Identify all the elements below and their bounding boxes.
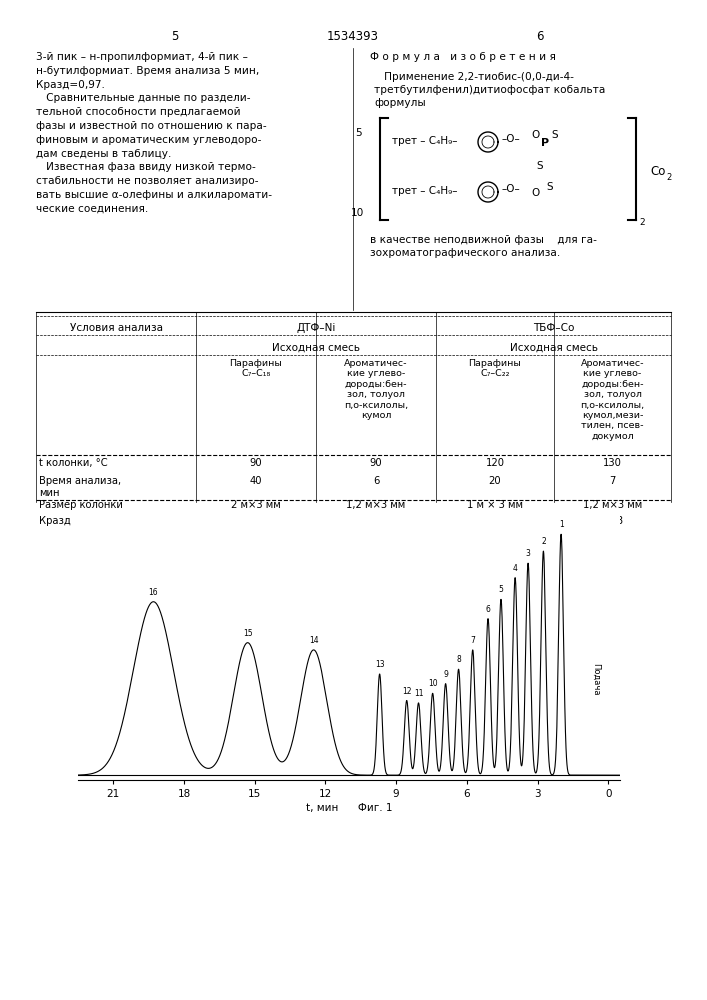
Text: 6: 6: [373, 476, 379, 486]
Text: тельной способности предлагаемой: тельной способности предлагаемой: [36, 107, 240, 117]
Text: 130: 130: [603, 458, 622, 468]
Text: 5: 5: [171, 30, 179, 43]
Text: 0,92: 0,92: [245, 516, 267, 526]
Text: 2: 2: [666, 173, 671, 182]
Text: Исходная смесь: Исходная смесь: [510, 343, 597, 353]
Text: Сравнительные данные по раздели-: Сравнительные данные по раздели-: [36, 93, 250, 103]
Text: 14: 14: [309, 636, 318, 645]
Text: 15: 15: [243, 629, 252, 638]
Text: 9: 9: [443, 670, 448, 679]
Text: дам сведены в таблицу.: дам сведены в таблицу.: [36, 149, 171, 159]
Text: финовым и ароматическим углеводоро-: финовым и ароматическим углеводоро-: [36, 135, 262, 145]
Text: 0,98: 0,98: [602, 516, 624, 526]
Text: 1534393: 1534393: [327, 30, 379, 43]
Text: Условия анализа: Условия анализа: [69, 323, 163, 333]
Text: 7: 7: [470, 636, 475, 645]
Text: третбутилфенил)дитиофосфат кобальта: третбутилфенил)дитиофосфат кобальта: [374, 85, 605, 95]
Text: 1: 1: [559, 520, 563, 529]
Text: 2: 2: [639, 218, 645, 227]
Text: 11: 11: [414, 689, 423, 698]
Text: 6: 6: [486, 605, 491, 614]
Text: 2: 2: [541, 537, 546, 546]
Text: Парафины
С₇–С₂₂: Парафины С₇–С₂₂: [469, 359, 522, 378]
Text: O: O: [531, 188, 539, 198]
Text: 3-й пик – н-пропилформиат, 4-й пик –: 3-й пик – н-пропилформиат, 4-й пик –: [36, 52, 248, 62]
Text: трет – C₄H₉–: трет – C₄H₉–: [392, 186, 457, 196]
Text: Исходная смесь: Исходная смесь: [272, 343, 360, 353]
Text: Подача: Подача: [591, 663, 600, 695]
Text: P: P: [541, 138, 549, 148]
Text: 12: 12: [402, 687, 411, 696]
Text: 20: 20: [489, 476, 501, 486]
Text: S: S: [536, 161, 543, 171]
Text: S: S: [551, 130, 558, 140]
Text: ческие соединения.: ческие соединения.: [36, 204, 148, 214]
Text: 3: 3: [526, 549, 530, 558]
Text: Известная фаза ввиду низкой термо-: Известная фаза ввиду низкой термо-: [36, 162, 256, 172]
Text: формулы: формулы: [374, 98, 426, 108]
Text: t колонки, °С: t колонки, °С: [39, 458, 107, 468]
Text: 0,99: 0,99: [484, 516, 506, 526]
Text: 1,2 м×3 мм: 1,2 м×3 мм: [346, 500, 406, 510]
Text: 5: 5: [498, 585, 503, 594]
Text: ДТФ–Ni: ДТФ–Ni: [296, 323, 336, 333]
Text: O: O: [531, 130, 539, 140]
Text: 40: 40: [250, 476, 262, 486]
Text: 5: 5: [355, 128, 361, 138]
Text: 8: 8: [456, 655, 461, 664]
Text: 13: 13: [375, 660, 385, 669]
Text: 16: 16: [148, 588, 158, 597]
Text: Кразд=0,97.: Кразд=0,97.: [36, 80, 105, 90]
Text: 120: 120: [486, 458, 505, 468]
Text: Применение 2,2-тиобис-(0,0-ди-4-: Применение 2,2-тиобис-(0,0-ди-4-: [374, 72, 574, 82]
Text: Время анализа,
мин: Время анализа, мин: [39, 476, 121, 498]
Text: зохроматографического анализа.: зохроматографического анализа.: [370, 248, 560, 258]
Text: –O–: –O–: [501, 184, 520, 194]
Text: 2 м×3 мм: 2 м×3 мм: [231, 500, 281, 510]
Text: вать высшие α-олефины и алкиларомати-: вать высшие α-олефины и алкиларомати-: [36, 190, 272, 200]
Text: Ароматичес-
кие углево-
дороды:бен-
зол, толуол
п,о-ксилолы,
кумол,мези-
тилен, : Ароматичес- кие углево- дороды:бен- зол,…: [580, 359, 645, 441]
Text: 10: 10: [351, 208, 365, 218]
Text: 6: 6: [536, 30, 544, 43]
Text: стабильности не позволяет анализиро-: стабильности не позволяет анализиро-: [36, 176, 259, 186]
Text: Ароматичес-
кие углево-
дороды:бен-
зол, толуол
п,о-ксилолы,
кумол: Ароматичес- кие углево- дороды:бен- зол,…: [344, 359, 408, 420]
Text: 90: 90: [370, 458, 382, 468]
Text: 1 м × 3 мм: 1 м × 3 мм: [467, 500, 523, 510]
X-axis label: t, мин      Фиг. 1: t, мин Фиг. 1: [305, 803, 392, 813]
Text: Кразд: Кразд: [39, 516, 71, 526]
Text: Размер колонки: Размер колонки: [39, 500, 123, 510]
Text: Co: Co: [650, 165, 665, 178]
Text: 0,9: 0,9: [368, 516, 384, 526]
Text: Парафины
С₇–С₁₈: Парафины С₇–С₁₈: [230, 359, 282, 378]
Text: 1,2 м×3 мм: 1,2 м×3 мм: [583, 500, 642, 510]
Text: 7: 7: [609, 476, 616, 486]
Text: S: S: [546, 182, 553, 192]
Text: –O–: –O–: [501, 134, 520, 144]
Text: в качестве неподвижной фазы    для га-: в качестве неподвижной фазы для га-: [370, 235, 597, 245]
Text: ТБФ–Со: ТБФ–Со: [533, 323, 574, 333]
Text: 90: 90: [250, 458, 262, 468]
Text: 10: 10: [428, 679, 438, 688]
Text: фазы и известной по отношению к пара-: фазы и известной по отношению к пара-: [36, 121, 267, 131]
Text: 4: 4: [513, 564, 518, 573]
Text: трет – C₄H₉–: трет – C₄H₉–: [392, 136, 457, 146]
Text: Ф о р м у л а   и з о б р е т е н и я: Ф о р м у л а и з о б р е т е н и я: [370, 52, 556, 62]
Text: н-бутилформиат. Время анализа 5 мин,: н-бутилформиат. Время анализа 5 мин,: [36, 66, 259, 76]
